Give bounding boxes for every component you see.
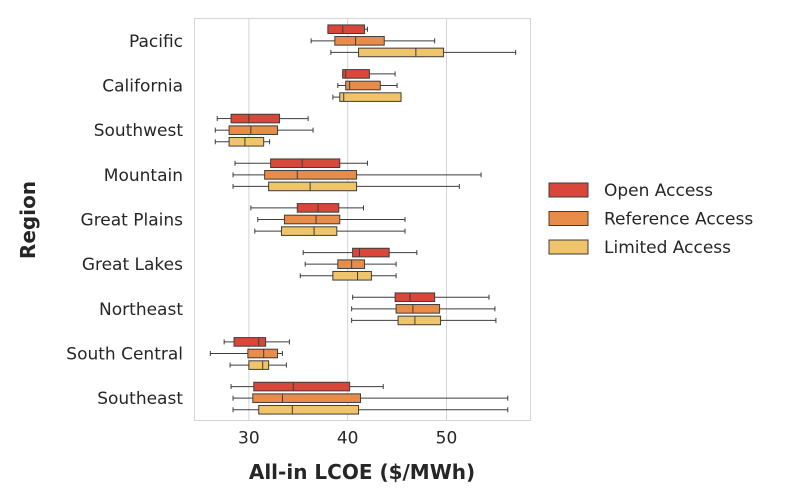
y-axis-title: Region — [16, 181, 40, 259]
legend-label: Limited Access — [604, 238, 731, 258]
y-tick-label: Mountain — [104, 166, 183, 186]
box-0-3 — [234, 158, 368, 169]
box-1-6 — [351, 304, 496, 314]
iqr-box — [397, 315, 442, 326]
tick-label-layer: 30 40 50 Pacific California Southwest Mountain… — [66, 32, 457, 449]
iqr-box — [270, 158, 341, 169]
y-tick-label: Southwest — [94, 121, 184, 141]
box-2-4 — [254, 226, 406, 236]
legend-swatch — [548, 211, 589, 226]
iqr-box — [233, 337, 267, 347]
y-tick-label: Great Plains — [81, 211, 184, 231]
legend-entry: Limited Access — [548, 238, 731, 258]
box-1-7 — [209, 348, 283, 359]
legend-swatch — [548, 239, 589, 255]
box-1-0 — [310, 36, 436, 46]
legend: Open Access Reference Access Limited Acces… — [548, 181, 753, 258]
box-0-2 — [216, 113, 309, 124]
box-2-1 — [332, 92, 402, 102]
box-1-2 — [214, 125, 314, 135]
box-0-8 — [230, 381, 384, 392]
iqr-box — [327, 24, 365, 35]
box-1-1 — [337, 80, 398, 91]
y-tick-label: California — [102, 77, 183, 97]
box-1-4 — [257, 214, 406, 225]
iqr-box — [253, 381, 351, 392]
box-2-2 — [214, 136, 271, 147]
plot-frame — [194, 18, 531, 421]
iqr-box — [228, 125, 279, 135]
iqr-box — [248, 360, 270, 370]
box-2-3 — [232, 181, 460, 192]
iqr-box — [339, 92, 402, 102]
iqr-box — [345, 80, 381, 91]
iqr-box — [264, 170, 358, 180]
legend-entry: Reference Access — [548, 210, 753, 230]
iqr-box — [230, 113, 280, 124]
box-2-0 — [330, 47, 517, 58]
box-0-1 — [342, 69, 396, 79]
iqr-box — [258, 404, 360, 415]
y-tick-label: Northeast — [99, 300, 183, 320]
box-0-6 — [352, 292, 490, 303]
iqr-box — [358, 47, 445, 58]
box-2-5 — [299, 270, 397, 281]
iqr-box — [283, 214, 341, 225]
box-1-5 — [304, 259, 397, 269]
iqr-box — [268, 181, 358, 192]
box-2-8 — [232, 404, 509, 415]
legend-swatch — [548, 182, 589, 198]
x-tick-label: 50 — [436, 429, 458, 449]
iqr-box — [228, 136, 265, 147]
box-2-7 — [229, 360, 287, 370]
box-2-6 — [351, 315, 497, 326]
box-0-7 — [223, 337, 290, 347]
x-tick-label: 40 — [337, 429, 359, 449]
y-tick-label: Pacific — [129, 32, 183, 52]
y-tick-label: Great Lakes — [82, 255, 183, 275]
x-axis-title: All-in LCOE ($/MWh) — [249, 460, 475, 484]
legend-label: Open Access — [604, 181, 713, 201]
iqr-box — [395, 304, 441, 314]
box-0-0 — [327, 24, 368, 35]
legend-entry: Open Access — [548, 181, 713, 201]
y-tick-label: Southeast — [97, 389, 183, 409]
iqr-box — [247, 348, 279, 359]
iqr-box — [394, 292, 436, 303]
iqr-box — [334, 36, 385, 46]
box-0-5 — [302, 247, 418, 258]
iqr-box — [252, 393, 362, 403]
box-1-8 — [232, 393, 509, 403]
box-layer — [209, 24, 517, 415]
x-tick-label: 30 — [238, 429, 260, 449]
legend-label: Reference Access — [604, 210, 753, 230]
iqr-box — [280, 226, 338, 236]
box-0-4 — [250, 203, 364, 213]
iqr-box — [332, 270, 372, 281]
iqr-box — [352, 247, 390, 258]
box-1-3 — [232, 170, 482, 180]
iqr-box — [342, 69, 370, 79]
y-tick-label: South Central — [66, 345, 183, 365]
